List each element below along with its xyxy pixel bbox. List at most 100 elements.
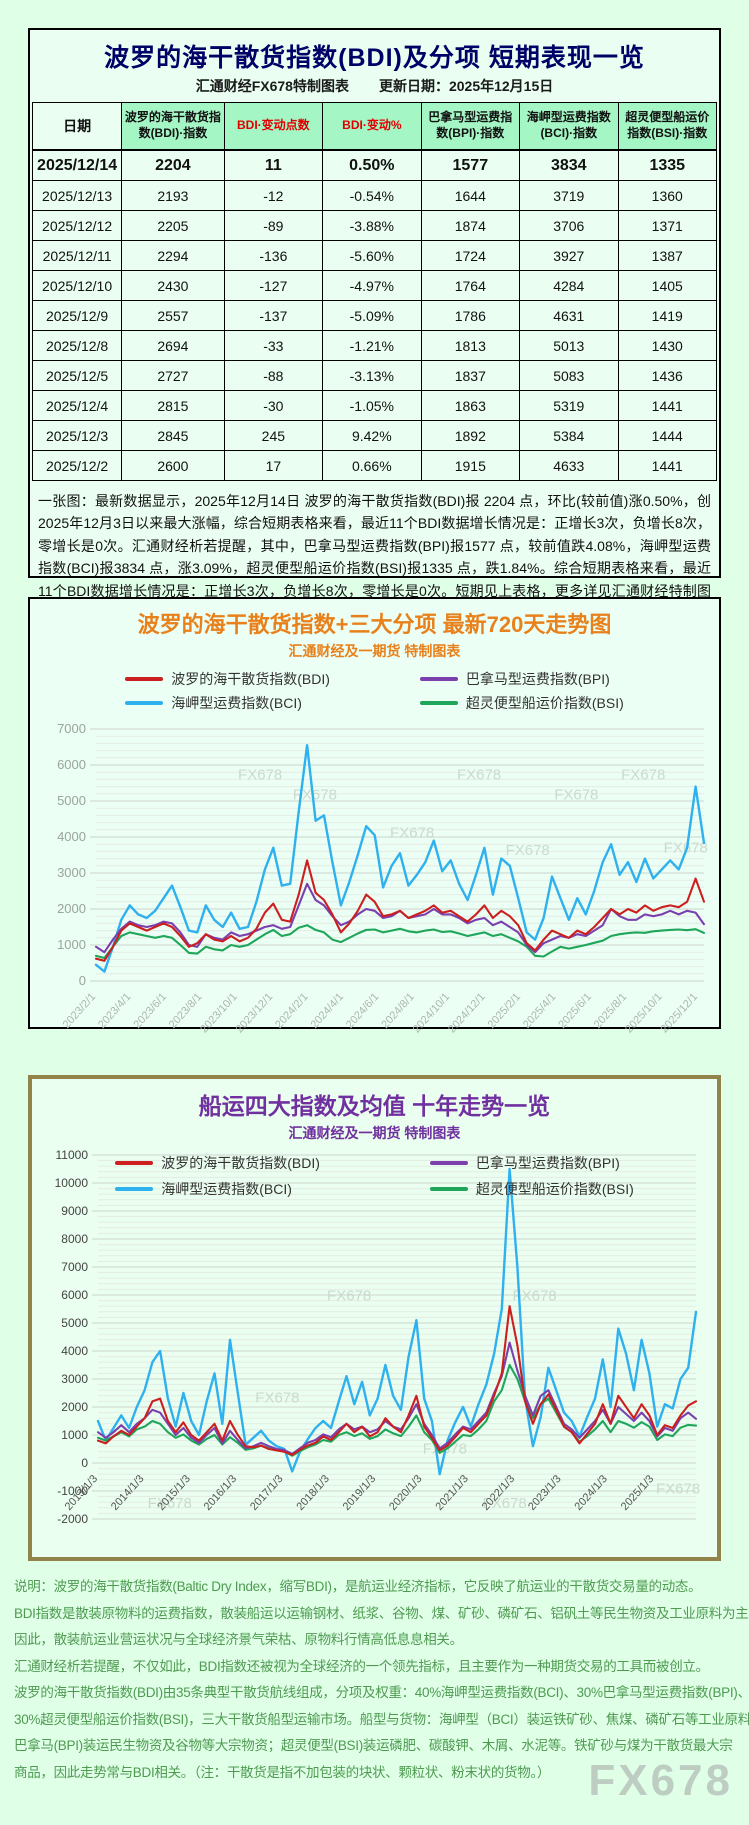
chart-watermark: FX678 [457, 766, 501, 783]
table-cell: -1.21% [322, 330, 422, 361]
table-cell: -137 [223, 300, 324, 331]
table-cell: 2294 [121, 240, 225, 271]
bdi-table: 日期 波罗的海干散货指数(BDI)·指数 BDI·变动点数 BDI·变动% 巴拿马型运费… [31, 102, 717, 481]
chart-watermark: FX678 [148, 1495, 192, 1512]
x-axis-tick-label: 2025/4/1 [521, 991, 559, 1031]
column-header: 超灵便型船运价指数(BSI)·指数 [617, 102, 717, 151]
table-cell: 2025/12/14 [31, 149, 123, 181]
table-cell: 1436 [617, 360, 717, 391]
y-axis-tick-label: 5000 [57, 793, 86, 808]
table-cell: 2025/12/5 [31, 360, 123, 391]
x-axis-tick-label: 2016/1/3 [202, 1473, 240, 1513]
table-cell: 17 [223, 450, 324, 481]
table-cell: 2025/12/12 [31, 210, 123, 241]
bdi-table-head: 日期 波罗的海干散货指数(BDI)·指数 BDI·变动点数 BDI·变动% 巴拿马型运费… [31, 102, 717, 151]
y-axis-tick-label: 1000 [57, 937, 86, 952]
table-row: 2025/12/10 2430 -127 -4.97% 1764 4284 1405 [31, 270, 717, 301]
y-axis-tick-label: 11000 [56, 1148, 89, 1162]
table-cell: 3927 [519, 240, 619, 271]
table-cell: 2025/12/13 [31, 180, 123, 211]
column-header: BDI·变动% [322, 102, 422, 151]
x-axis-tick-label: 2024/1/3 [572, 1473, 610, 1513]
x-axis-tick-label: 2025/6/1 [556, 991, 594, 1031]
column-header: BDI·变动点数 [223, 102, 324, 151]
table-cell: 2815 [121, 390, 225, 421]
x-axis-tick-label: 2023/10/1 [198, 991, 240, 1035]
x-axis-tick-label: 2023/8/1 [167, 991, 205, 1031]
table-cell: 2025/12/4 [31, 390, 123, 421]
table-cell: 1644 [420, 180, 521, 211]
bdi-720day-chart-panel: 波罗的海干散货指数+三大分项 最新720天走势图 汇通财经及一期货 特制图表 波… [28, 597, 721, 1035]
x-axis-tick-label: 2024/2/1 [273, 991, 311, 1031]
y-axis-tick-label: 1000 [61, 1428, 88, 1442]
y-axis-tick-label: 2000 [57, 901, 86, 916]
table-cell: -0.54% [322, 180, 422, 211]
table-cell: 1764 [420, 270, 521, 301]
chart-watermark: FX678 [255, 1390, 299, 1407]
update-date: 更新日期：2025年12月15日 [378, 78, 554, 94]
table-cell: -33 [223, 330, 324, 361]
table-cell: 2025/12/9 [31, 300, 123, 331]
table-cell: 1892 [420, 420, 521, 451]
table-cell: -3.88% [322, 210, 422, 241]
x-axis-tick-label: 2025/12/1 [658, 991, 700, 1035]
x-axis-tick-label: 2023/2/1 [61, 991, 99, 1031]
series-line-BSI [94, 924, 706, 960]
column-header: 巴拿马型运费指数(BPI)·指数 [420, 102, 521, 151]
summary-paragraph: 一张图：最新数据显示，2025年12月14日 波罗的海干散货指数(BDI)报 2… [38, 493, 711, 621]
legend-swatch-BCI [125, 701, 164, 705]
table-panel-subtitle: 汇通财经FX678特制图表 更新日期：2025年12月15日 [32, 76, 717, 96]
table-cell: 2025/12/2 [31, 450, 123, 481]
table-cell: -4.97% [322, 270, 422, 301]
table-cell: 1577 [420, 149, 521, 181]
table-cell: 1915 [420, 450, 521, 481]
table-cell: 2557 [121, 300, 225, 331]
table-cell: 3719 [519, 180, 619, 211]
table-cell: 1874 [420, 210, 521, 241]
table-cell: 5319 [519, 390, 619, 421]
table-cell: 2430 [121, 270, 225, 301]
table-cell: 1441 [617, 450, 717, 481]
y-axis-tick-label: -2000 [57, 1512, 88, 1526]
table-cell: 1405 [617, 270, 717, 301]
table-cell: 2694 [121, 330, 225, 361]
x-axis-tick-label: 2019/1/3 [341, 1473, 379, 1513]
table-cell: -5.09% [322, 300, 422, 331]
y-axis-tick-label: 0 [81, 1456, 88, 1470]
x-axis-tick-label: 2014/1/3 [109, 1473, 147, 1513]
x-axis-tick-label: 2023/6/1 [131, 991, 169, 1031]
table-cell: -136 [223, 240, 324, 271]
chart-watermark: FX678 [621, 766, 665, 783]
y-axis-tick-label: 7000 [61, 1260, 88, 1274]
chart-watermark: FX678 [506, 842, 550, 859]
chart-watermark: FX678 [390, 824, 434, 841]
legend-item: 波罗的海干散货指数(BDI) [125, 669, 330, 689]
series-line-BPI [94, 882, 706, 954]
legend-swatch-BDI [125, 677, 164, 681]
table-cell: -88 [223, 360, 324, 391]
table-cell: 245 [223, 420, 324, 451]
column-header: 日期 [31, 102, 123, 151]
y-axis-tick-label: -1000 [57, 1484, 88, 1498]
x-axis-tick-label: 2025/2/1 [486, 991, 524, 1031]
table-cell: 5013 [519, 330, 619, 361]
chart2-title: 船运四大指数及均值 十年走势一览 [198, 1093, 551, 1119]
footer-line: BDI指数是散装原物料的运费指数，散装船运以运输钢材、纸浆、谷物、煤、矿砂、磷矿… [14, 1605, 749, 1621]
chart1-legend: 波罗的海干散货指数(BDI) 巴拿马型运费指数(BPI) 海岬型运费指数(BCI) 超… [30, 669, 719, 713]
y-axis-tick-label: 3000 [57, 865, 86, 880]
table-cell: 2845 [121, 420, 225, 451]
chart-watermark: FX678 [554, 787, 598, 804]
y-axis-tick-label: 6000 [61, 1288, 88, 1302]
table-cell: 3834 [519, 149, 619, 181]
table-cell: 1371 [617, 210, 717, 241]
legend-item: 超灵便型船运价指数(BSI) [419, 693, 624, 713]
x-axis-tick-label: 2024/10/1 [411, 991, 453, 1035]
table-cell: 1360 [617, 180, 717, 211]
chart-watermark: FX678 [238, 766, 282, 783]
footer-line: 汇通财经析若提醒，不仅如此，BDI指数还被视为全球经济的一个领先指标，且主要作为… [14, 1658, 709, 1674]
chart-watermark: FX678 [293, 787, 337, 804]
table-cell: -30 [223, 390, 324, 421]
series-line-BSI [96, 1363, 698, 1457]
table-cell: 1863 [420, 390, 521, 421]
x-axis-tick-label: 2025/1/3 [619, 1473, 657, 1513]
